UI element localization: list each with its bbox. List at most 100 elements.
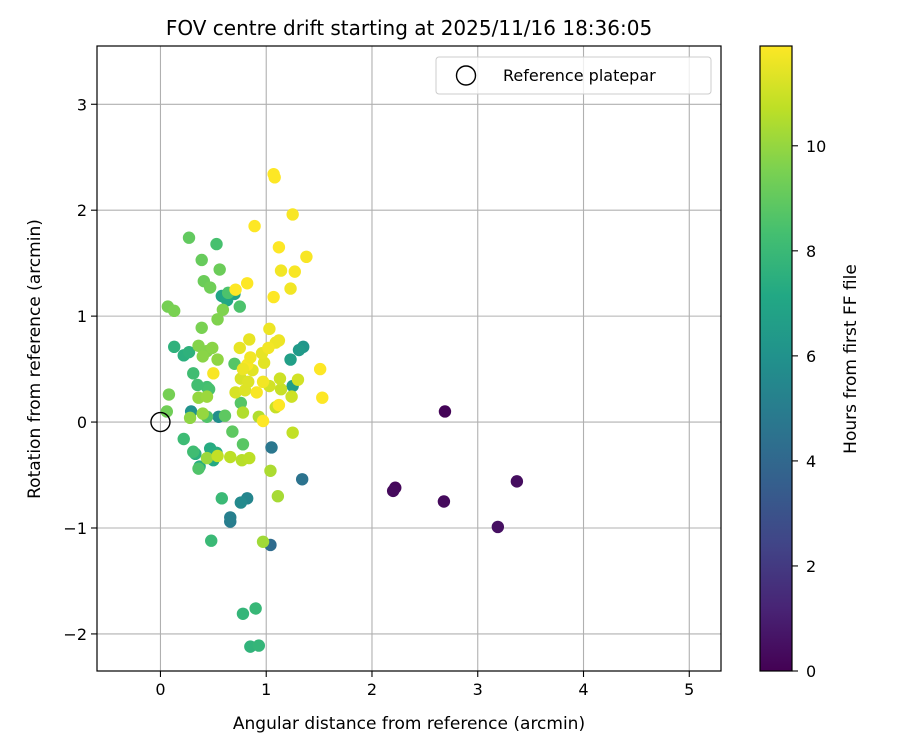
data-point	[234, 396, 248, 410]
data-point	[215, 492, 228, 505]
data-point	[386, 484, 400, 498]
data-point	[229, 283, 242, 296]
data-point	[196, 407, 209, 420]
data-point	[286, 208, 299, 221]
data-point	[218, 409, 232, 422]
reference-marker	[150, 411, 171, 433]
colorbar-tick-label: 0	[806, 662, 816, 681]
data-point	[257, 356, 271, 369]
data-point	[242, 375, 255, 389]
data-point	[272, 398, 286, 412]
legend-label: Reference platepar	[503, 66, 656, 85]
data-point	[211, 353, 224, 366]
data-point	[272, 334, 286, 347]
data-point	[291, 373, 305, 386]
data-point	[249, 602, 262, 615]
data-point	[211, 313, 224, 326]
x-tick-label: 4	[578, 680, 588, 699]
data-point	[196, 350, 209, 363]
data-point	[187, 367, 200, 380]
data-point	[240, 277, 254, 290]
data-point	[300, 250, 313, 264]
data-point	[256, 375, 270, 389]
data-point	[263, 322, 276, 336]
data-point	[491, 520, 505, 534]
x-tick-label: 2	[367, 680, 377, 699]
data-point	[206, 341, 219, 355]
data-point	[234, 496, 248, 509]
legend-marker-icon	[455, 65, 477, 86]
data-point	[213, 263, 226, 276]
data-point	[267, 290, 280, 304]
data-point	[224, 450, 237, 464]
data-point	[236, 438, 250, 451]
colorbar-ticks: 0 2 4 6 8 10	[792, 137, 826, 681]
colorbar-tick-label: 4	[806, 452, 816, 471]
data-point	[236, 406, 250, 419]
data-point	[248, 219, 261, 233]
colorbar-tick-label: 10	[806, 137, 826, 156]
data-point	[168, 304, 181, 318]
y-axis-label: Rotation from reference (arcmin)	[25, 219, 45, 499]
plot-frame	[96, 45, 722, 672]
data-point	[211, 449, 224, 463]
data-point	[244, 351, 257, 364]
grid	[97, 46, 721, 671]
data-point	[243, 451, 256, 465]
x-tick-label: 5	[684, 680, 694, 699]
data-point	[284, 282, 297, 295]
data-point	[250, 386, 263, 399]
data-point	[236, 607, 250, 620]
data-point	[262, 341, 275, 355]
data-point	[195, 321, 208, 334]
y-tick-label: 1	[77, 307, 87, 326]
data-point	[256, 414, 270, 428]
data-point	[226, 425, 239, 438]
data-point	[288, 265, 301, 278]
reference-point	[150, 411, 171, 433]
data-point	[233, 341, 246, 355]
data-point	[229, 386, 242, 399]
colorbar-gradient	[760, 46, 792, 671]
data-point	[286, 426, 299, 439]
y-axis-ticks: −2 −1 0 1 2 3	[63, 95, 97, 644]
data-point	[160, 405, 174, 418]
y-tick-label: 0	[77, 413, 87, 432]
data-point	[252, 639, 266, 652]
data-point	[264, 464, 277, 477]
data-points	[160, 167, 524, 653]
data-point	[182, 231, 196, 244]
data-point	[187, 445, 200, 458]
data-point	[271, 490, 285, 503]
data-point	[168, 340, 181, 354]
data-point	[295, 473, 309, 486]
colorbar: 0 2 4 6 8 10 Hours from first FF file	[759, 45, 861, 681]
data-point	[224, 511, 237, 524]
data-point	[195, 253, 208, 267]
data-point	[203, 281, 217, 294]
colorbar-tick-label: 6	[806, 347, 816, 366]
data-point	[192, 462, 205, 475]
data-point	[200, 390, 214, 403]
y-tick-label: −1	[63, 519, 87, 538]
colorbar-tick-label: 2	[806, 557, 816, 576]
data-point	[438, 405, 452, 418]
data-point	[510, 475, 524, 488]
colorbar-frame	[759, 45, 793, 672]
legend-box	[435, 56, 712, 95]
data-point	[183, 411, 197, 425]
data-point	[284, 353, 297, 366]
data-point	[162, 388, 176, 401]
data-point	[285, 390, 298, 403]
data-point	[273, 372, 287, 385]
data-point	[274, 383, 288, 396]
data-point	[177, 432, 190, 446]
x-tick-label: 0	[155, 680, 165, 699]
data-point	[274, 264, 288, 277]
data-point	[437, 495, 451, 508]
x-tick-label: 1	[261, 680, 271, 699]
colorbar-label: Hours from first FF file	[841, 264, 861, 454]
x-axis-ticks: 0 1 2 3 4 5	[155, 671, 694, 699]
